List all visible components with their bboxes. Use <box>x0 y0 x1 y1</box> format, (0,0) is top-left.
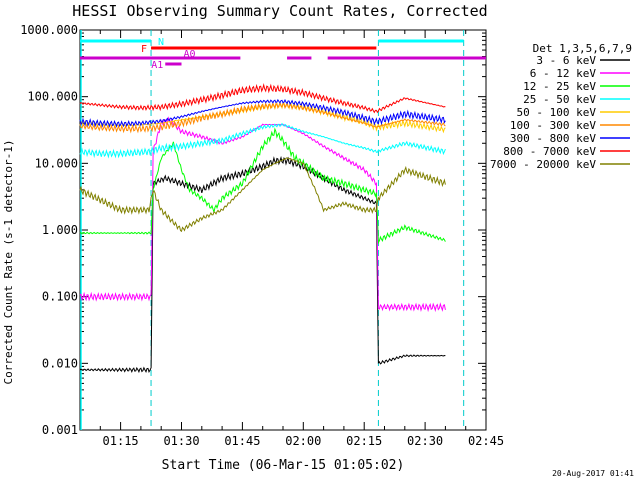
x-tick-label: 02:30 <box>407 434 443 448</box>
y-tick-label: 100.000 <box>27 90 78 104</box>
series-line <box>79 98 446 128</box>
legend-label: 6 - 12 keV <box>530 67 597 80</box>
state-label-a1: A1 <box>151 60 163 71</box>
x-tick-label: 01:45 <box>224 434 260 448</box>
x-axis-label: Start Time (06-Mar-15 01:05:02) <box>162 458 405 473</box>
series-line <box>79 157 446 233</box>
state-label-f: F <box>141 44 147 55</box>
series-lines <box>79 83 446 374</box>
legend-label: 7000 - 20000 keV <box>490 158 596 171</box>
y-tick-label: 1000.000 <box>20 23 78 37</box>
legend-title: Det 1,3,5,6,7,9 <box>533 42 632 55</box>
state-bars: NF A1 A0 <box>80 37 486 71</box>
state-label-n: N <box>158 37 164 48</box>
plot-frame <box>79 29 487 431</box>
legend-label: 25 - 50 keV <box>523 93 596 106</box>
chart-title: HESSI Observing Summary Count Rates, Cor… <box>72 2 487 20</box>
series-line <box>79 83 446 114</box>
legend-label: 3 - 6 keV <box>536 54 596 67</box>
x-tick-label: 01:30 <box>163 434 199 448</box>
y-tick-label: 0.001 <box>42 423 78 437</box>
series-line <box>79 127 446 245</box>
series-line <box>79 101 446 134</box>
series-line <box>79 122 446 159</box>
legend-label: 100 - 300 keV <box>510 119 596 132</box>
timestamp: 20-Aug-2017 01:41 <box>552 469 634 478</box>
y-tick-label: 0.100 <box>42 290 78 304</box>
tick-labels: 0.001 0.010 0.100 1.000 10.000 100.000 1000.00… <box>20 23 504 448</box>
legend-label: 12 - 25 keV <box>523 80 596 93</box>
y-tick-label: 10.000 <box>35 156 78 170</box>
x-tick-label: 01:15 <box>103 434 139 448</box>
state-label-a0: A0 <box>184 49 196 60</box>
legend-label: 50 - 100 keV <box>517 106 597 119</box>
x-tick-label: 02:00 <box>285 434 321 448</box>
axis-ticks <box>79 29 487 431</box>
legend-label: 300 - 800 keV <box>510 132 596 145</box>
legend-label: 800 - 7000 keV <box>503 145 596 158</box>
series-line <box>79 155 446 374</box>
x-tick-label: 02:15 <box>346 434 382 448</box>
y-tick-label: 1.000 <box>42 223 78 237</box>
series-line <box>79 116 446 313</box>
x-tick-label: 02:45 <box>468 434 504 448</box>
y-axis-label: Corrected Count Rate (s-1 detector-1) <box>2 139 15 384</box>
y-tick-label: 0.010 <box>42 356 78 370</box>
